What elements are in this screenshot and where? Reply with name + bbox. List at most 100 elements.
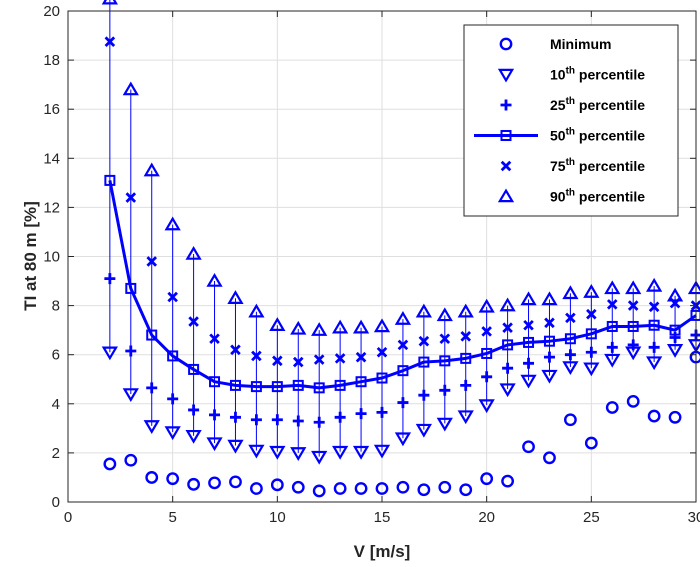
legend-label: 50th percentile: [550, 127, 645, 144]
data-point-triangle-down: [227, 439, 244, 454]
data-point-x: [334, 353, 346, 364]
data-point-plus: [648, 341, 660, 353]
data-point-square: [229, 379, 241, 391]
data-point-plus: [460, 379, 472, 391]
data-point-circle: [522, 440, 535, 454]
data-point-x: [272, 355, 283, 367]
data-point-x: [251, 350, 262, 362]
series-triangle-up: [101, 0, 700, 336]
data-point-circle: [229, 475, 242, 489]
data-point-triangle-up: [646, 277, 663, 292]
data-point-circle: [333, 482, 347, 495]
data-point-triangle-down: [269, 445, 286, 460]
data-point-plus: [125, 345, 137, 357]
data-point-x: [586, 308, 597, 320]
y-tick-label: 16: [43, 101, 60, 118]
data-point-triangle-down: [562, 361, 579, 376]
data-point-circle: [249, 482, 263, 495]
data-point-triangle-down: [415, 423, 432, 438]
data-point-circle: [124, 453, 138, 467]
data-point-triangle-down: [478, 399, 495, 414]
data-point-plus: [418, 389, 430, 401]
x-tick-label: 25: [583, 509, 600, 526]
data-point-plus: [209, 409, 221, 421]
data-point-circle: [438, 480, 452, 494]
data-point-triangle-down: [436, 417, 453, 432]
data-point-triangle-down: [248, 444, 265, 459]
data-point-triangle-up: [604, 280, 621, 295]
data-point-triangle-up: [206, 272, 223, 287]
data-point-circle: [375, 482, 389, 495]
data-point-plus: [167, 393, 179, 405]
series-x: [104, 36, 700, 368]
y-tick-label: 14: [43, 150, 60, 167]
data-point-square: [188, 363, 200, 375]
data-point-circle: [187, 477, 201, 491]
data-point-square: [460, 352, 472, 364]
x-tick-label: 5: [168, 509, 176, 526]
data-point-square: [606, 320, 618, 332]
data-point-plus: [229, 411, 241, 423]
x-tick-label: 30: [688, 509, 700, 526]
data-point-plus: [481, 371, 493, 383]
data-point-x: [146, 256, 158, 267]
legend-marker-triangle-down: [497, 68, 515, 83]
data-point-plus: [355, 408, 367, 420]
data-point-triangle-up: [562, 285, 579, 300]
data-point-triangle-down: [185, 429, 202, 444]
data-point-triangle-down: [311, 450, 328, 465]
data-point-plus: [585, 346, 597, 358]
data-point-triangle-up: [373, 318, 391, 333]
data-point-x: [418, 335, 430, 347]
legend-marker-plus: [500, 99, 512, 111]
legend-marker-circle: [499, 37, 513, 51]
data-point-x: [502, 322, 513, 333]
data-point-triangle-up: [499, 297, 516, 312]
data-point-circle: [312, 484, 326, 498]
data-point-square: [397, 365, 409, 377]
data-point-square: [313, 382, 325, 394]
data-point-triangle-down: [604, 353, 621, 368]
series-line: [108, 180, 697, 390]
data-point-square: [418, 356, 430, 368]
data-point-x: [167, 291, 178, 303]
data-point-plus: [376, 406, 388, 418]
legend-label: Minimum: [550, 36, 611, 52]
data-point-square: [523, 336, 535, 348]
data-point-plus: [271, 414, 283, 426]
data-point-triangle-up: [290, 320, 307, 335]
data-point-circle: [564, 413, 577, 427]
ticks: 0 5 10 15 20 25 30 0 2 4 6 8 10 12 14 16 18 20: [43, 3, 700, 526]
y-tick-label: 12: [43, 199, 60, 216]
data-point-square: [292, 379, 304, 391]
data-point-square: [585, 328, 597, 340]
data-point-circle: [270, 478, 284, 492]
data-point-triangle-up: [394, 311, 412, 325]
data-point-x: [565, 312, 576, 324]
y-tick-label: 4: [52, 396, 60, 413]
data-point-triangle-up: [185, 245, 202, 260]
data-point-plus: [146, 382, 158, 394]
data-point-triangle-up: [457, 303, 474, 318]
x-tick-label: 0: [64, 509, 72, 526]
data-point-triangle-up: [541, 291, 558, 306]
data-point-circle: [626, 394, 640, 408]
data-point-circle: [605, 401, 619, 414]
data-point-triangle-down: [499, 383, 516, 398]
data-point-triangle-up: [478, 298, 495, 313]
data-point-triangle-down: [457, 410, 474, 425]
data-point-plus: [523, 357, 535, 369]
data-point-plus: [313, 416, 325, 428]
data-point-x: [523, 319, 534, 331]
y-tick-label: 10: [43, 249, 60, 266]
data-point-x: [481, 326, 492, 337]
data-point-square: [564, 333, 576, 345]
legend-box: [463, 24, 679, 217]
data-point-x: [230, 344, 241, 356]
data-point-circle: [480, 472, 494, 486]
data-point-square: [271, 381, 283, 393]
data-point-triangle-up: [164, 216, 181, 231]
data-point-x: [125, 192, 137, 203]
data-point-square: [481, 347, 493, 359]
data-point-circle: [584, 436, 598, 450]
